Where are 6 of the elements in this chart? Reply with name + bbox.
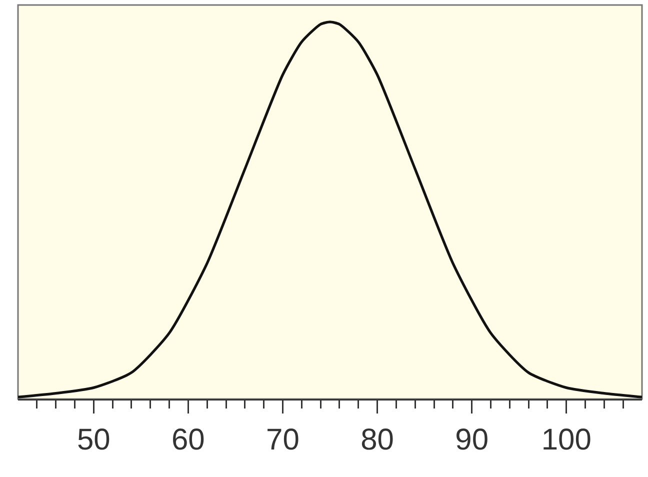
- x-tick-label: 100: [541, 424, 592, 456]
- x-tick-label: 90: [455, 424, 489, 456]
- x-tick-label: 80: [360, 424, 394, 456]
- x-tick-label: 50: [76, 424, 110, 456]
- x-tick-label: 70: [266, 424, 300, 456]
- x-tick-label: 60: [171, 424, 205, 456]
